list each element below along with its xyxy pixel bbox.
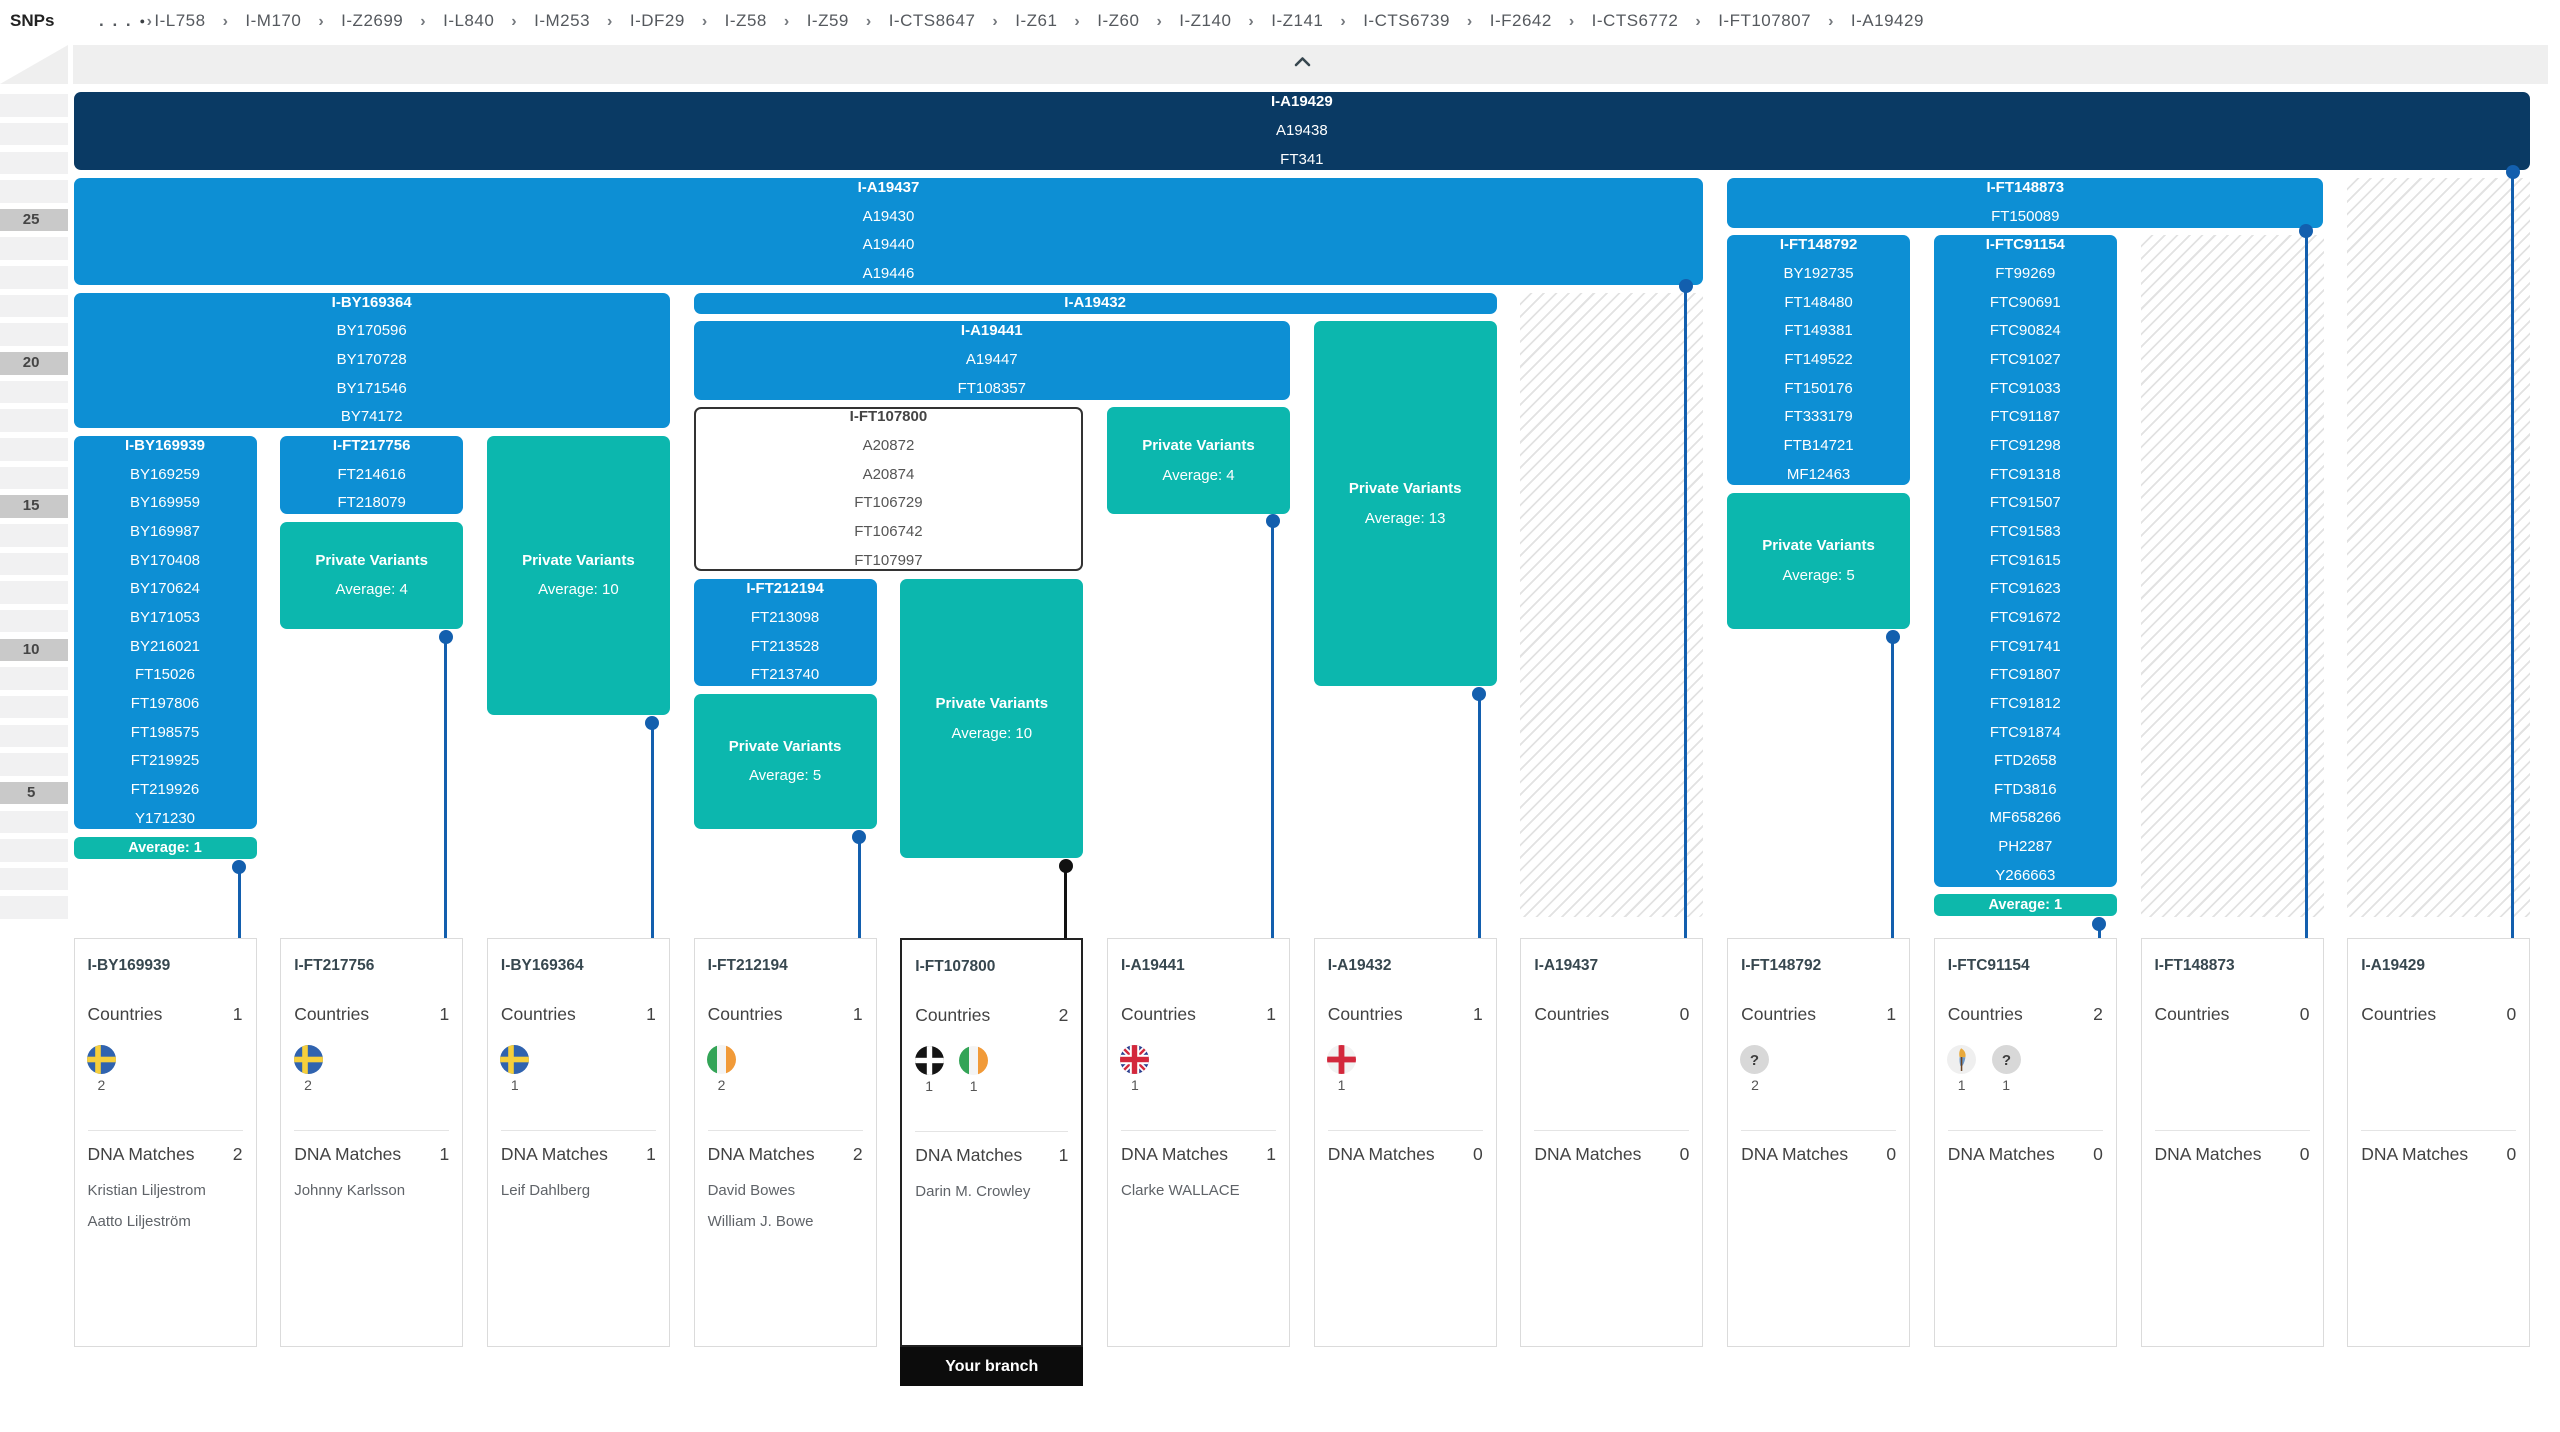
svg-text:?: ? <box>1750 1052 1759 1069</box>
svg-text:?: ? <box>2002 1052 2011 1069</box>
